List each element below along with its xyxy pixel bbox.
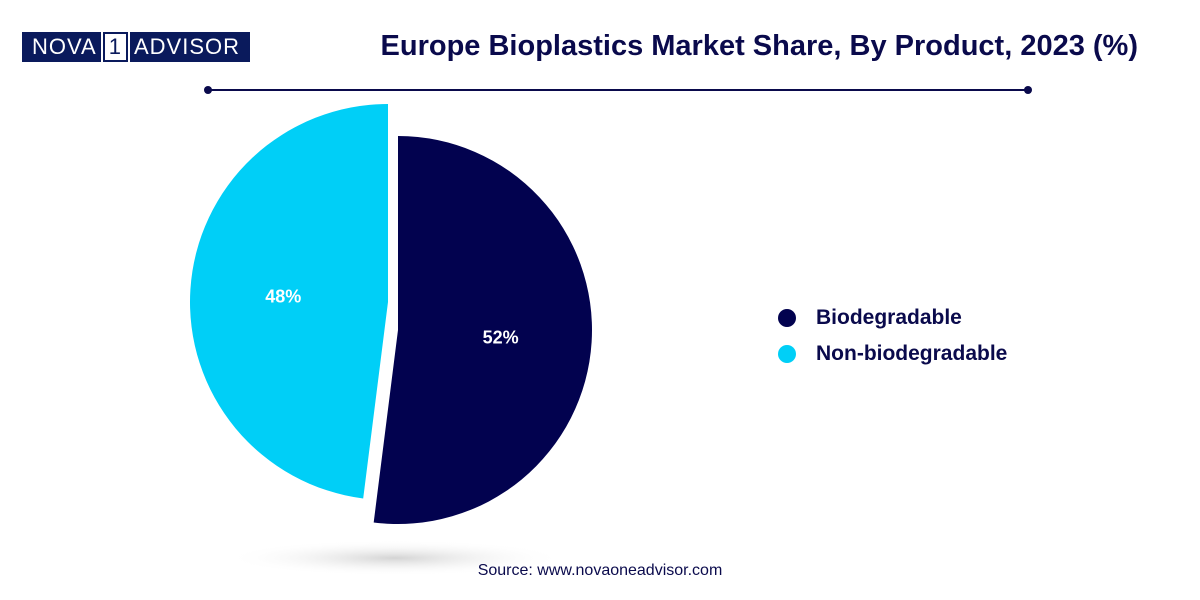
chart-legend: Biodegradable Non-biodegradable <box>778 300 1007 372</box>
data-label-non-biodegradable: 48% <box>265 286 301 306</box>
pie-slice-biodegradable <box>373 136 592 524</box>
logo-advisor: ADVISOR <box>129 32 250 62</box>
brand-logo: NOVA 1 ADVISOR <box>22 32 250 62</box>
data-label-biodegradable: 52% <box>483 327 519 347</box>
divider-dot-right <box>1024 86 1032 94</box>
pie-chart: 52% 48% <box>189 104 592 576</box>
legend-label-biodegradable: Biodegradable <box>816 306 962 329</box>
source-note: Source: www.novaoneadvisor.com <box>477 562 723 579</box>
legend-marker-non-biodegradable <box>778 345 796 363</box>
logo-nova: NOVA <box>22 32 101 62</box>
chart-title: Europe Bioplastics Market Share, By Prod… <box>380 30 1138 62</box>
legend-marker-biodegradable <box>778 309 796 327</box>
legend-item-biodegradable: Biodegradable <box>778 300 1007 336</box>
divider-dot-left <box>204 86 212 94</box>
logo-one: 1 <box>102 32 128 62</box>
pie-slice-non-biodegradable <box>189 104 388 499</box>
title-divider <box>204 86 1032 94</box>
legend-label-non-biodegradable: Non-biodegradable <box>816 342 1008 365</box>
legend-item-non-biodegradable: Non-biodegradable <box>778 336 1007 372</box>
pie-shadow <box>225 540 565 576</box>
